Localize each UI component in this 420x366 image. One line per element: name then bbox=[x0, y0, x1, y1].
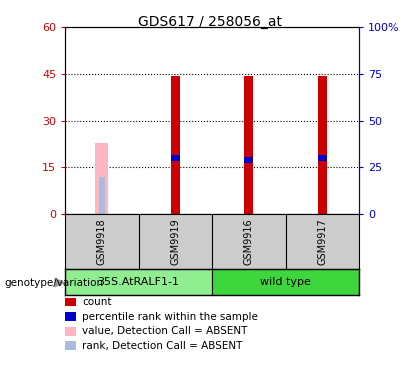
Bar bbox=[171, 155, 180, 161]
Text: rank, Detection Call = ABSENT: rank, Detection Call = ABSENT bbox=[82, 341, 242, 351]
Text: GSM9916: GSM9916 bbox=[244, 218, 254, 265]
Text: count: count bbox=[82, 297, 111, 307]
Bar bbox=[99, 177, 105, 214]
Text: wild type: wild type bbox=[260, 277, 311, 287]
Text: GDS617 / 258056_at: GDS617 / 258056_at bbox=[138, 15, 282, 29]
Bar bbox=[244, 76, 253, 214]
Text: GSM9919: GSM9919 bbox=[171, 218, 180, 265]
Text: GSM9917: GSM9917 bbox=[318, 218, 327, 265]
Bar bbox=[95, 143, 108, 214]
Text: 35S.AtRALF1-1: 35S.AtRALF1-1 bbox=[97, 277, 180, 287]
Bar bbox=[212, 269, 359, 295]
Bar bbox=[318, 76, 327, 214]
Bar bbox=[318, 155, 327, 161]
Text: percentile rank within the sample: percentile rank within the sample bbox=[82, 311, 258, 322]
FancyArrowPatch shape bbox=[55, 279, 63, 287]
Text: genotype/variation: genotype/variation bbox=[4, 277, 103, 288]
Text: GSM9918: GSM9918 bbox=[97, 218, 107, 265]
Bar bbox=[244, 157, 253, 163]
Text: value, Detection Call = ABSENT: value, Detection Call = ABSENT bbox=[82, 326, 247, 336]
Bar bbox=[171, 76, 180, 214]
Bar bbox=[65, 269, 212, 295]
